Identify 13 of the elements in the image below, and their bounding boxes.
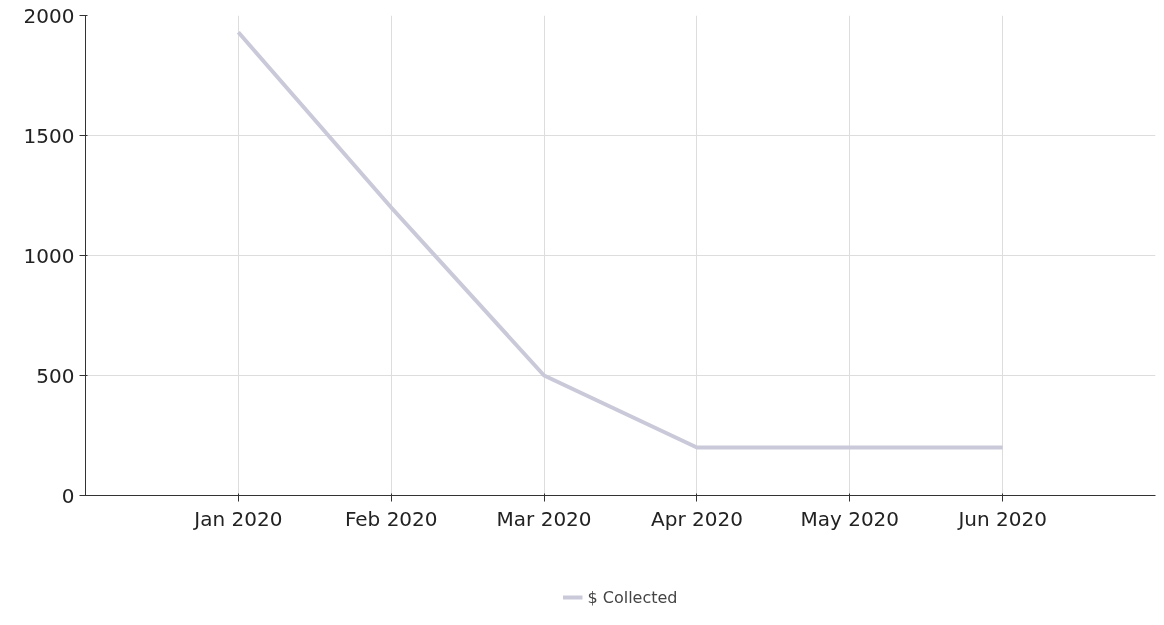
y-tick-label: 1000 bbox=[23, 243, 75, 268]
x-tick-label: Apr 2020 bbox=[651, 506, 743, 531]
y-tick-label: 0 bbox=[61, 483, 75, 508]
x-tick-label: Feb 2020 bbox=[344, 506, 438, 531]
line-series bbox=[236, 30, 1005, 450]
x-tick-label: Jan 2020 bbox=[192, 506, 283, 531]
y-tick-label: 500 bbox=[36, 363, 75, 388]
x-tick-label: May 2020 bbox=[800, 506, 900, 531]
legend-label: $ Collected bbox=[587, 587, 678, 607]
y-tick-label: 1500 bbox=[23, 123, 75, 148]
x-tick-label: Mar 2020 bbox=[496, 506, 592, 531]
x-tick-label: Jun 2020 bbox=[956, 506, 1047, 531]
y-tick-label: 2000 bbox=[23, 3, 75, 28]
